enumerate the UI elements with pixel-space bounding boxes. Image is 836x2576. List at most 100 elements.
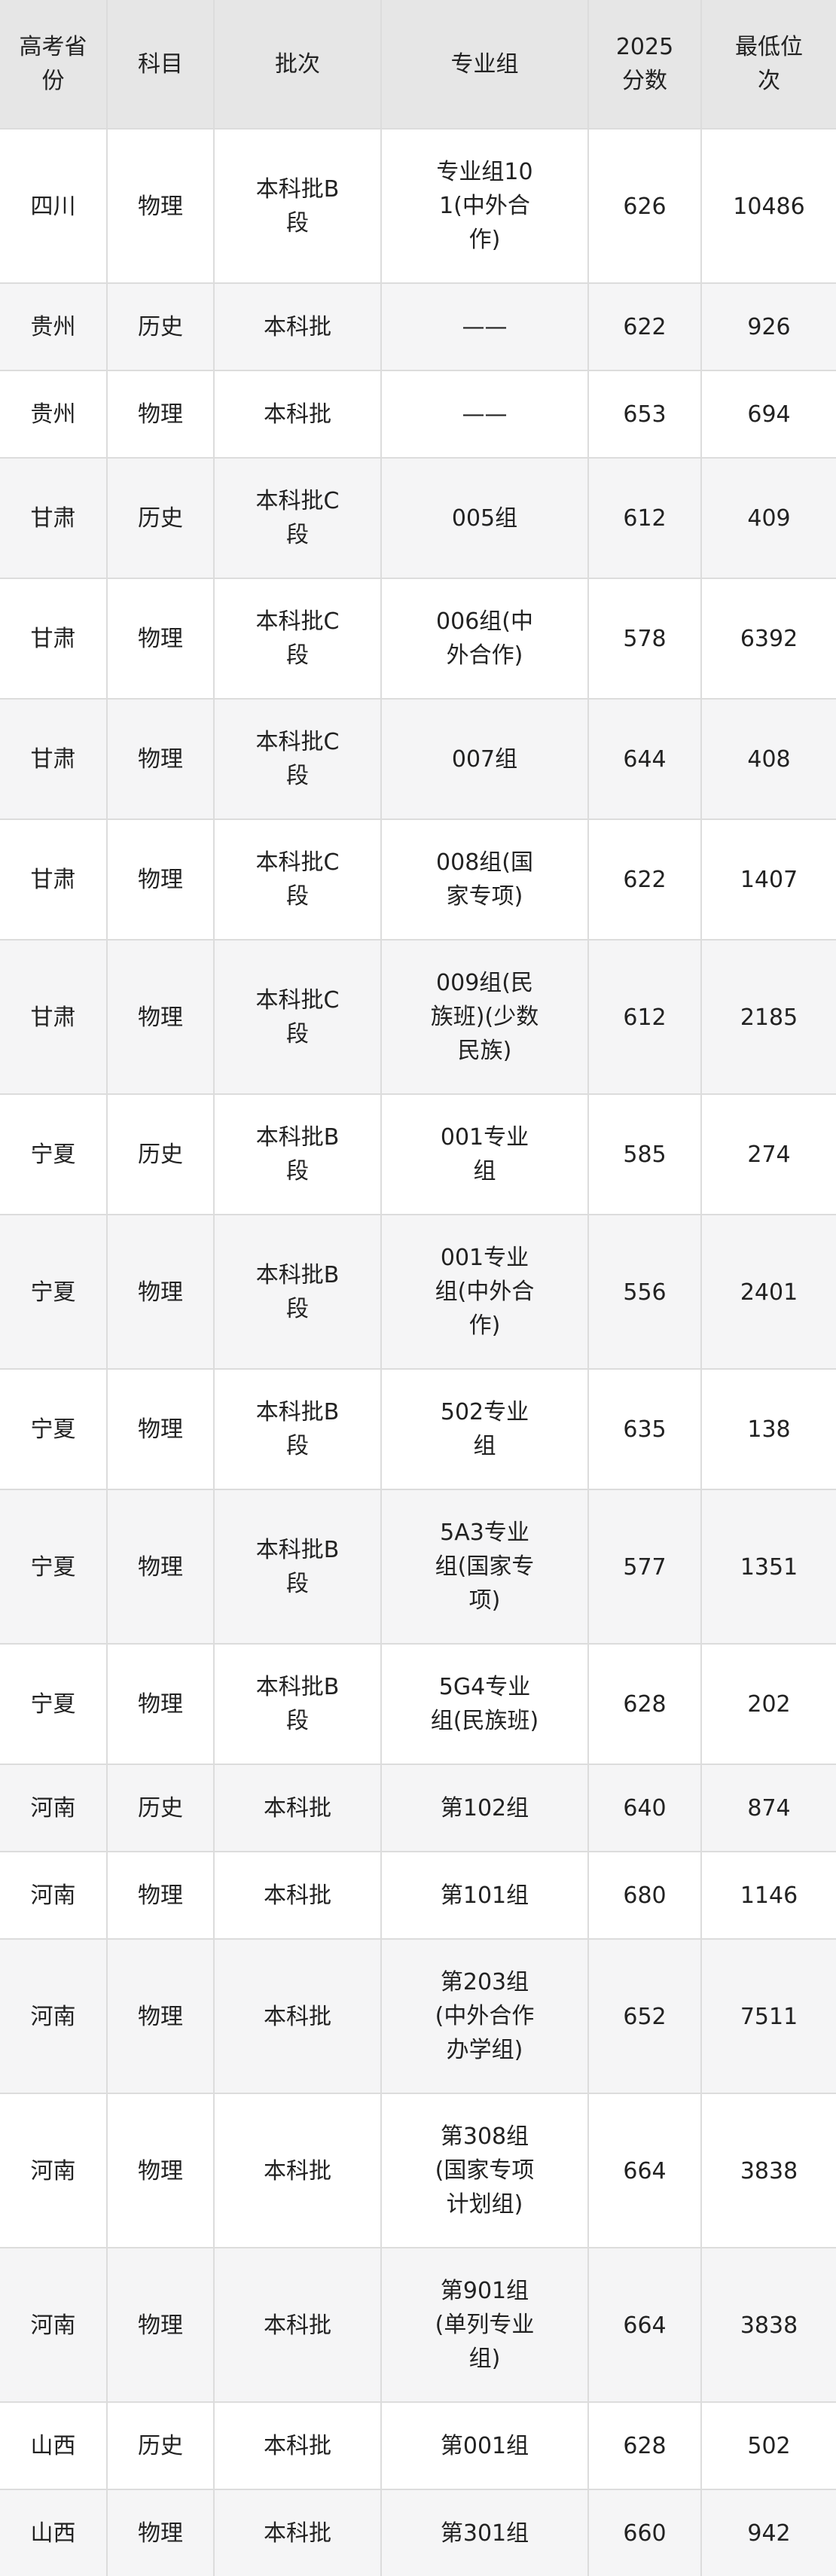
table-row: 河南 历史 本科批 第102组 640 874 (0, 1764, 836, 1852)
table-row: 甘肃 物理 本科批C段 009组(民族班)(少数民族) 612 2185 (0, 939, 836, 1095)
table-row: 贵州 物理 本科批 —— 653 694 (0, 370, 836, 459)
cell-province: 甘肃 (0, 578, 108, 700)
cell-value: 物理 (138, 1279, 183, 1306)
table-row: 山西 历史 本科批 第001组 628 502 (0, 2401, 836, 2490)
cell-value: 物理 (138, 746, 183, 773)
column-header-label: 科目 (138, 51, 183, 78)
column-header-group: 专业组 (380, 0, 589, 130)
cell-score: 640 (587, 1764, 702, 1852)
cell-province: 四川 (0, 128, 108, 284)
cell-score: 626 (587, 128, 702, 284)
cell-value: 甘肃 (30, 1004, 76, 1031)
cell-value: 物理 (138, 1553, 183, 1581)
cell-rank: 7511 (700, 1938, 836, 2094)
cell-value: —— (462, 401, 508, 428)
cell-value: 409 (747, 505, 791, 532)
cell-value: 138 (747, 1416, 791, 1443)
cell-value: 652 (623, 2003, 667, 2030)
cell-batch: 本科批C段 (213, 578, 382, 700)
cell-value: 物理 (138, 2157, 183, 2184)
cell-value: 甘肃 (30, 626, 76, 652)
cell-subject: 历史 (106, 282, 215, 371)
cell-value: 006组(中外合作) (436, 608, 533, 669)
cell-value: 3838 (740, 2312, 798, 2339)
cell-value: 660 (623, 2520, 667, 2547)
cell-value: 河南 (30, 2003, 76, 2030)
cell-group: 5A3专业组(国家专项) (380, 1489, 589, 1645)
cell-score: 664 (587, 2093, 702, 2248)
table-row: 贵州 历史 本科批 —— 622 926 (0, 282, 836, 371)
table-row: 宁夏 物理 本科批B段 5A3专业组(国家专项) 577 1351 (0, 1489, 836, 1645)
cell-value: 612 (623, 505, 667, 532)
cell-value: 6392 (740, 626, 798, 652)
cell-value: 1351 (740, 1553, 798, 1581)
cell-batch: 本科批B段 (213, 1368, 382, 1490)
table-row: 宁夏 物理 本科批B段 502专业组 635 138 (0, 1368, 836, 1490)
cell-batch: 本科批B段 (213, 128, 382, 284)
cell-value: 河南 (30, 1795, 76, 1821)
column-header-label: 高考省份 (19, 34, 87, 94)
cell-value: 664 (623, 2157, 667, 2184)
table-row: 山西 物理 本科批 第301组 660 942 (0, 2489, 836, 2576)
cell-value: 001专业组(中外合作) (435, 1245, 535, 1339)
cell-subject: 物理 (106, 2093, 215, 2248)
cell-value: 第102组 (440, 1795, 529, 1821)
cell-subject: 历史 (106, 1093, 215, 1215)
cell-group: 005组 (380, 457, 589, 579)
cell-value: 本科批 (264, 401, 331, 428)
cell-value: 008组(国家专项) (436, 849, 533, 910)
cell-value: 第301组 (440, 2520, 529, 2547)
cell-value: 历史 (138, 2433, 183, 2459)
column-header-label: 2025分数 (615, 34, 674, 94)
cell-batch: 本科批B段 (213, 1489, 382, 1645)
cell-value: 物理 (138, 2003, 183, 2030)
cell-batch: 本科批 (213, 370, 382, 459)
cell-score: 680 (587, 1851, 702, 1940)
cell-province: 宁夏 (0, 1368, 108, 1490)
cell-group: 001专业组(中外合作) (380, 1214, 589, 1370)
cell-value: 物理 (138, 2312, 183, 2339)
cell-score: 644 (587, 698, 702, 820)
table-body: 四川 物理 本科批B段 专业组101(中外合作) 626 10486 贵州 历史 本科批 —— 62… (0, 128, 836, 2576)
cell-value: 7511 (740, 2003, 798, 2030)
cell-value: 本科批B段 (255, 1124, 340, 1184)
cell-value: 物理 (138, 1004, 183, 1031)
cell-value: 577 (623, 1553, 667, 1581)
cell-batch: 本科批C段 (213, 819, 382, 940)
cell-value: 5G4专业组(民族班) (430, 1674, 539, 1734)
cell-batch: 本科批 (213, 2401, 382, 2490)
cell-province: 河南 (0, 1764, 108, 1852)
cell-group: 第001组 (380, 2401, 589, 2490)
cell-score: 612 (587, 457, 702, 579)
cell-score: 622 (587, 819, 702, 940)
cell-value: 历史 (138, 314, 183, 340)
column-header-label: 专业组 (450, 51, 519, 78)
cell-score: 660 (587, 2489, 702, 2576)
cell-subject: 历史 (106, 1764, 215, 1852)
cell-province: 河南 (0, 2247, 108, 2403)
cell-subject: 物理 (106, 2489, 215, 2576)
cell-value: 202 (747, 1691, 791, 1718)
cell-subject: 物理 (106, 370, 215, 459)
cell-group: 007组 (380, 698, 589, 820)
cell-value: 本科批 (264, 2433, 331, 2459)
cell-value: 408 (747, 746, 791, 773)
cell-value: 本科批 (264, 2157, 331, 2184)
cell-value: 山西 (30, 2520, 76, 2547)
cell-score: 577 (587, 1489, 702, 1645)
cell-group: 第308组(国家专项计划组) (380, 2093, 589, 2248)
cell-province: 甘肃 (0, 939, 108, 1095)
cell-value: 物理 (138, 1691, 183, 1718)
table-row: 宁夏 历史 本科批B段 001专业组 585 274 (0, 1093, 836, 1215)
cell-value: 694 (747, 401, 791, 428)
cell-score: 612 (587, 939, 702, 1095)
cell-value: 河南 (30, 2312, 76, 2339)
cell-value: 河南 (30, 2157, 76, 2184)
cell-group: 第102组 (380, 1764, 589, 1852)
cell-rank: 1407 (700, 819, 836, 940)
cell-rank: 1146 (700, 1851, 836, 1940)
cell-batch: 本科批B段 (213, 1214, 382, 1370)
table-row: 河南 物理 本科批 第901组(单列专业组) 664 3838 (0, 2247, 836, 2403)
cell-subject: 历史 (106, 457, 215, 579)
cell-subject: 物理 (106, 1368, 215, 1490)
